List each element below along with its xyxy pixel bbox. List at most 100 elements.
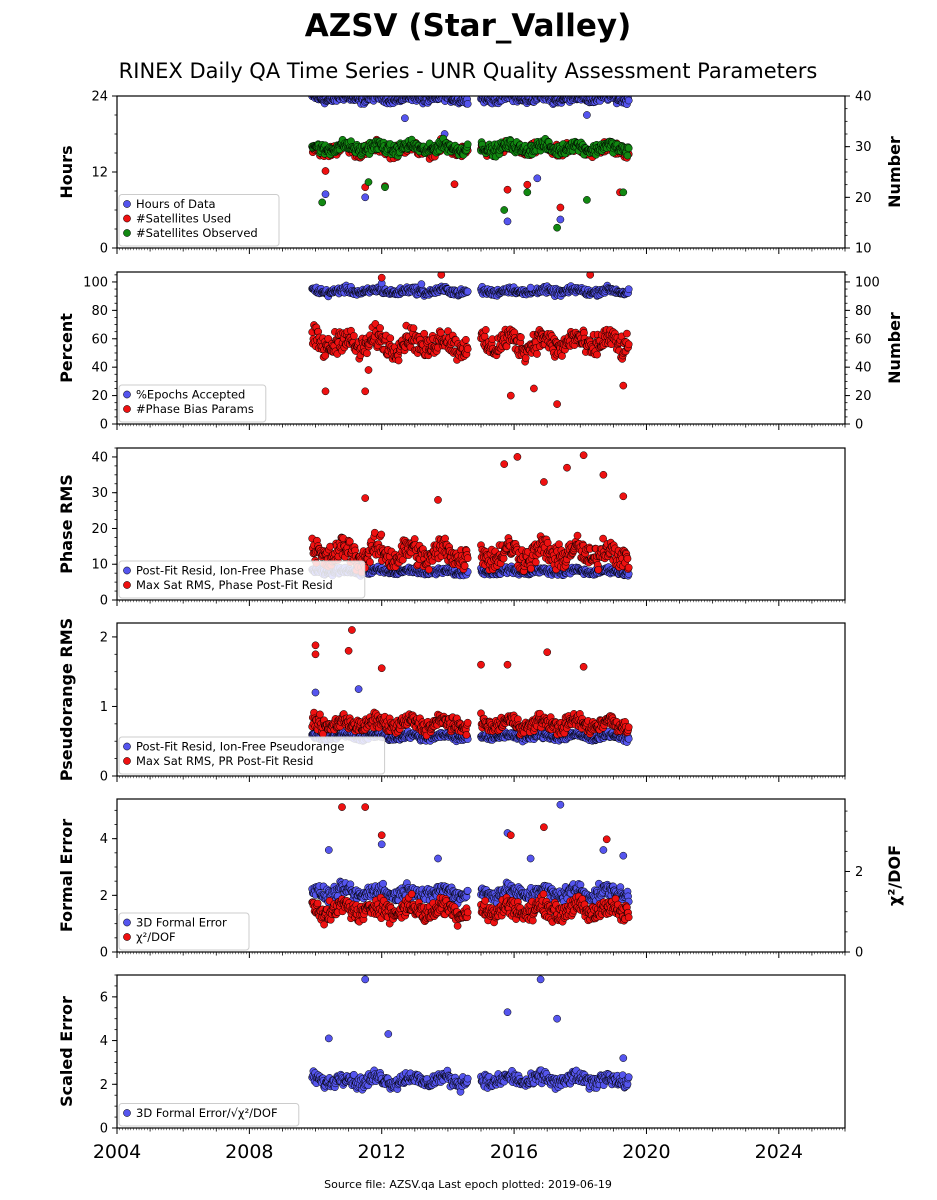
outlier-point [417,280,426,288]
outlier-point [503,217,512,226]
y-tick-label: 100 [83,275,108,290]
series-2-points [308,272,633,408]
legend-entry: Post-Fit Resid, Ion-Free Phase [136,564,304,578]
data-point [463,140,472,149]
data-point [394,356,403,365]
panel-3-points [308,451,633,580]
data-point [517,333,525,342]
legend-marker [123,405,131,413]
outlier-point [506,391,515,400]
data-point [481,326,490,334]
legend-entry: #Phase Bias Params [136,402,254,416]
outlier-point [321,387,330,396]
outlier-point [321,167,330,175]
outlier-point [583,111,591,119]
y-axis-label-left: Percent [57,313,76,383]
outlier-point [434,496,442,504]
data-point [624,285,633,294]
legend: Hours of Data#Satellites Used#Satellites… [118,194,280,247]
y-tick-label-right: 60 [855,332,872,347]
y-tick-label-right: 0 [855,418,863,433]
legend: %Epochs Accepted#Phase Bias Params [118,384,267,423]
y-tick-label: 10 [91,558,108,573]
legend-entry: Hours of Data [136,197,216,211]
y-tick-label: 0 [100,242,108,257]
data-point [623,329,631,338]
outlier-point [563,463,571,472]
data-point [610,96,614,97]
y-tick-label: 80 [91,304,108,319]
y-tick-label-right: 80 [855,304,872,319]
data-point [321,351,330,360]
outlier-point [450,180,459,189]
y-tick-label-right: 20 [855,191,872,206]
outlier-point [500,460,509,468]
data-point [366,558,374,566]
data-point [573,531,582,540]
data-point [623,554,632,563]
y-axis-label-right: Number [885,312,904,384]
data-point [533,350,541,358]
y-tick-label: 30 [91,486,108,501]
y-tick-label: 20 [91,522,108,537]
legend-entry: Max Sat RMS, Phase Post-Fit Resid [136,578,333,592]
outlier-point [503,185,512,194]
outlier-point [553,223,561,232]
legend-entry: #Satellites Used [136,212,231,226]
y-tick-label-right: 100 [855,275,880,290]
y-tick-label: 20 [91,389,108,404]
y-tick-label: 60 [91,332,108,347]
data-point [376,324,384,332]
data-point [463,100,472,108]
y-axis-label-right: Number [885,136,904,208]
data-point [409,324,418,333]
data-point [593,350,601,359]
y-tick-label: 24 [91,90,108,105]
outlier-point [583,196,591,204]
y-tick-label: 0 [100,418,108,433]
y-axis-label-left: Phase RMS [57,474,76,574]
data-point [386,334,395,343]
chart-subtitle: RINEX Daily QA Time Series - UNR Quality… [119,59,818,83]
legend-marker [123,566,131,575]
outlier-point [377,273,386,282]
data-point [527,564,535,573]
y-tick-label-right: 40 [855,90,872,105]
data-point [531,558,540,567]
panel-2: 0 20 40 60 80 100 Percent 0 20 40 60 80 100 Number %Ep… [57,271,904,433]
legend-marker [123,229,131,237]
panel-2-points [308,272,633,408]
legend-box [118,194,280,247]
data-point [350,332,358,340]
y-tick-label-right: 20 [855,389,872,404]
outlier-point [361,494,370,502]
outlier-point [321,190,330,199]
data-point [594,565,603,574]
data-point [463,287,472,296]
legend-entry: #Satellites Observed [136,226,258,240]
outlier-point [381,183,389,192]
outlier-point [523,188,532,197]
outlier-point [361,387,370,396]
legend-entry: %Epochs Accepted [136,388,245,402]
data-point [377,530,386,539]
y-tick-label: 40 [91,361,108,376]
y-tick-label: 12 [91,166,108,181]
outlier-point [401,114,409,123]
outlier-point [619,492,628,501]
data-point [623,151,632,160]
outlier-point [364,366,373,374]
chart-title: AZSV (Star_Valley) [305,8,631,44]
outlier-point [533,174,542,183]
outlier-point [619,381,628,390]
series-1-points [308,279,633,301]
data-point [624,96,633,105]
outlier-point [513,453,522,461]
outlier-point [553,400,561,408]
panel-4-points [308,626,633,746]
